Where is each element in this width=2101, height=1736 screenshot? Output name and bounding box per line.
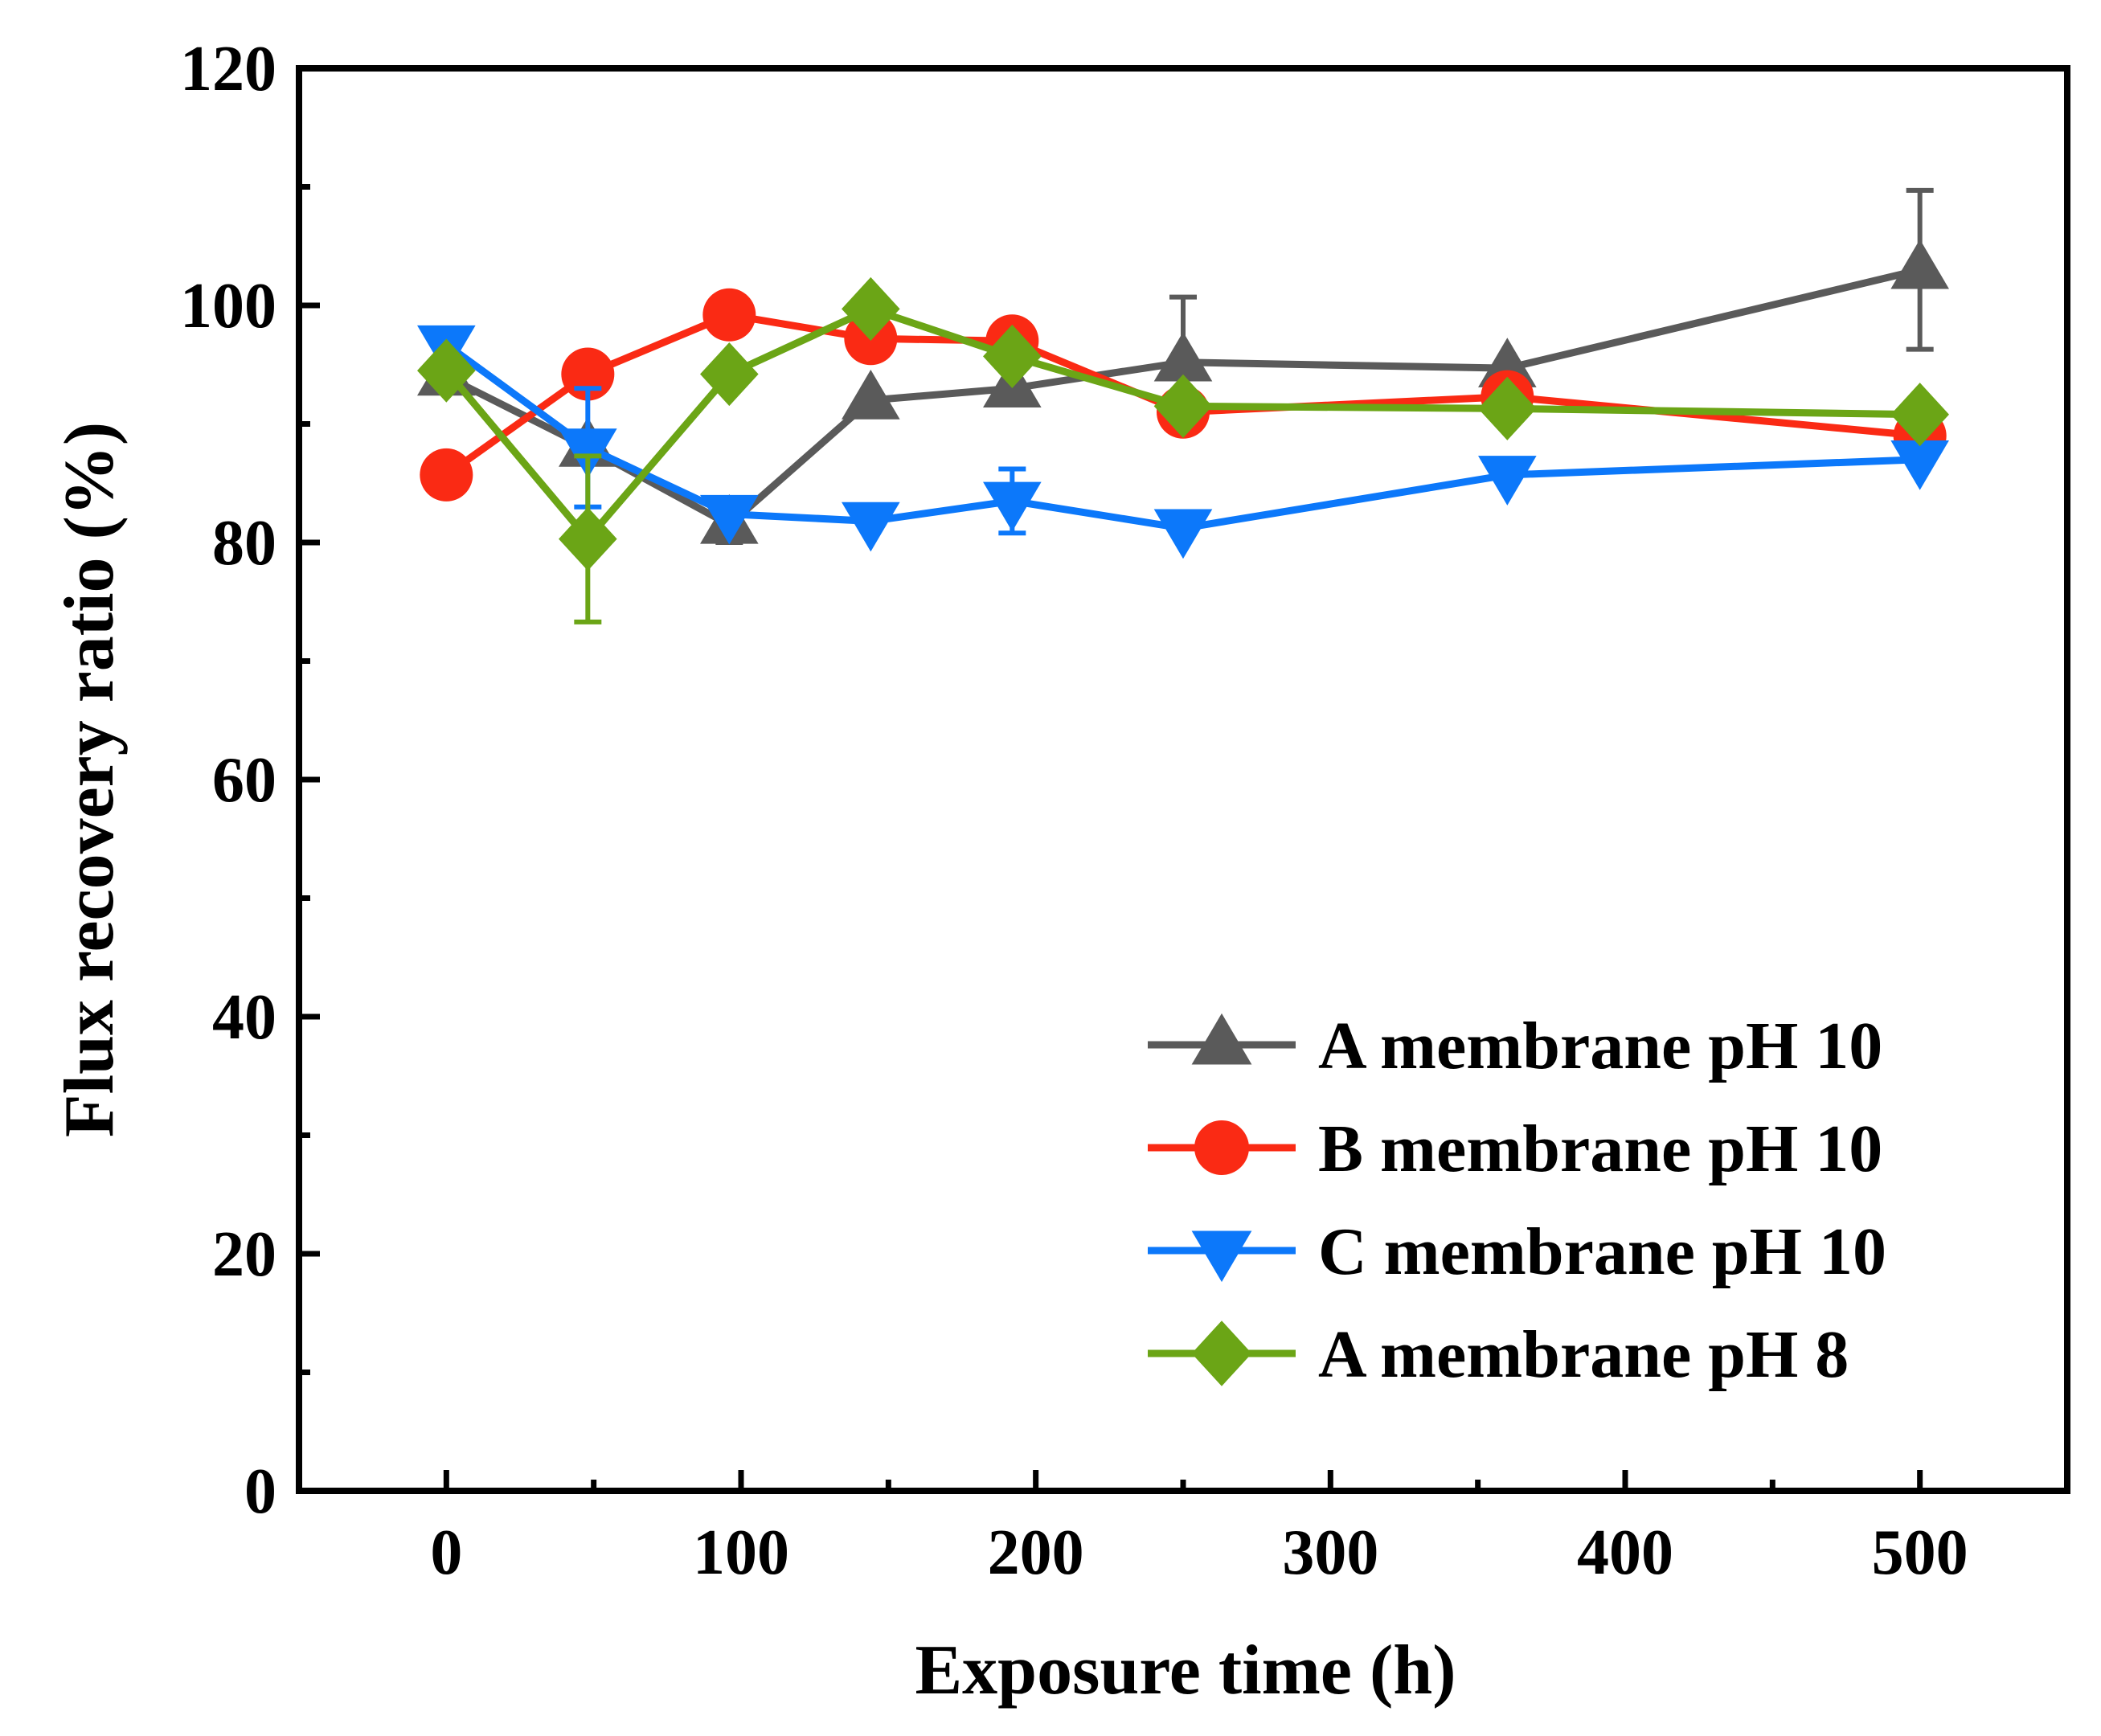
y-tick-label: 40 [212, 982, 276, 1053]
x-tick-label: 400 [1577, 1517, 1673, 1588]
legend-marker [1191, 1320, 1252, 1386]
data-point [1890, 239, 1949, 289]
y-tick-label: 100 [180, 271, 276, 342]
legend-marker [1191, 1230, 1252, 1283]
x-tick-label: 0 [430, 1517, 462, 1588]
x-tick-label: 200 [988, 1517, 1084, 1588]
series-line [444, 342, 1920, 532]
data-point [700, 494, 759, 545]
y-tick-label: 120 [180, 34, 276, 104]
data-point [700, 342, 759, 407]
data-point [1153, 509, 1213, 559]
data-point [417, 338, 476, 403]
legend-item: A membrane pH 10 [1148, 1009, 1882, 1083]
legend-marker [1191, 1013, 1252, 1065]
data-point [1890, 383, 1949, 447]
data-point [559, 428, 617, 478]
data-point [842, 502, 900, 552]
legend-label: B membrane pH 10 [1318, 1112, 1882, 1186]
data-point [842, 370, 900, 420]
y-axis-title: Flux recovery ratio (%) [51, 422, 129, 1137]
legend-item: C membrane pH 10 [1148, 1214, 1886, 1289]
y-tick-label: 20 [212, 1219, 276, 1290]
x-tick-label: 100 [693, 1517, 789, 1588]
data-point [983, 324, 1042, 389]
data-point [1153, 374, 1213, 438]
legend-item: A membrane pH 8 [1148, 1317, 1849, 1392]
series-4 [417, 276, 1949, 624]
data-series [417, 187, 1949, 624]
data-point [1478, 376, 1537, 440]
plot-frame [296, 65, 2070, 1494]
legend-label: C membrane pH 10 [1318, 1214, 1886, 1289]
x-tick-label: 500 [1872, 1517, 1968, 1588]
legend-marker [1194, 1120, 1249, 1175]
y-tick-label: 60 [212, 745, 276, 816]
y-tick-label: 0 [244, 1456, 276, 1527]
y-tick-label: 80 [212, 508, 276, 579]
data-point [702, 288, 756, 342]
legend-label: A membrane pH 10 [1318, 1009, 1882, 1083]
data-point [559, 506, 617, 571]
series-line [443, 305, 1920, 543]
legend-item: B membrane pH 10 [1148, 1112, 1882, 1186]
legend-label: A membrane pH 8 [1318, 1317, 1849, 1392]
data-point [983, 481, 1042, 532]
series-3 [417, 325, 1949, 559]
x-tick-label: 300 [1282, 1517, 1378, 1588]
tick-labels: 0 100 200 300 400 500 0 20 40 60 80 100 120 [180, 34, 1968, 1588]
data-point [1153, 331, 1213, 382]
data-point [420, 448, 473, 502]
legend: A membrane pH 10 B membrane pH 10 C membra… [1148, 1009, 1886, 1392]
data-point [842, 276, 900, 342]
data-point [1890, 440, 1949, 490]
x-axis-title: Exposure time (h) [915, 1632, 1456, 1709]
data-point [1478, 456, 1537, 506]
